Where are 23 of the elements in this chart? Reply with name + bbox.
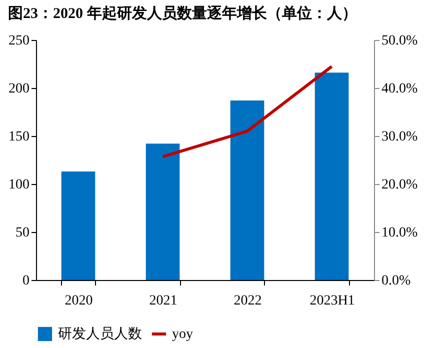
legend-label: 研发人员人数 xyxy=(58,326,142,342)
y2-tick-label: 10.0% xyxy=(382,226,418,240)
y2-tick-label: 40.0% xyxy=(382,82,418,96)
y-tick-label: 50 xyxy=(16,226,30,240)
y2-tick-label: 50.0% xyxy=(382,34,418,48)
chart-title: 图23：2020 年起研发人员数量逐年增长（单位：人） xyxy=(8,5,357,22)
y2-tick-label: 20.0% xyxy=(382,178,418,192)
legend-label: yoy xyxy=(172,327,193,342)
y-tick-label: 200 xyxy=(8,82,30,96)
y2-tick-label: 30.0% xyxy=(382,130,418,144)
bar xyxy=(146,144,180,280)
bar xyxy=(61,172,96,280)
x-tick-label: 2022 xyxy=(234,294,262,308)
y2-tick-label: 0.0% xyxy=(382,274,411,288)
bar xyxy=(230,100,264,280)
x-tick-label: 2021 xyxy=(149,294,178,308)
y-tick-label: 250 xyxy=(8,34,30,48)
y-tick-label: 150 xyxy=(8,130,30,144)
x-tick-label: 2023H1 xyxy=(310,294,355,308)
x-tick-label: 2020 xyxy=(64,294,93,308)
bar xyxy=(314,72,349,280)
y-tick-label: 0 xyxy=(22,274,30,288)
y-tick-label: 100 xyxy=(8,178,30,192)
